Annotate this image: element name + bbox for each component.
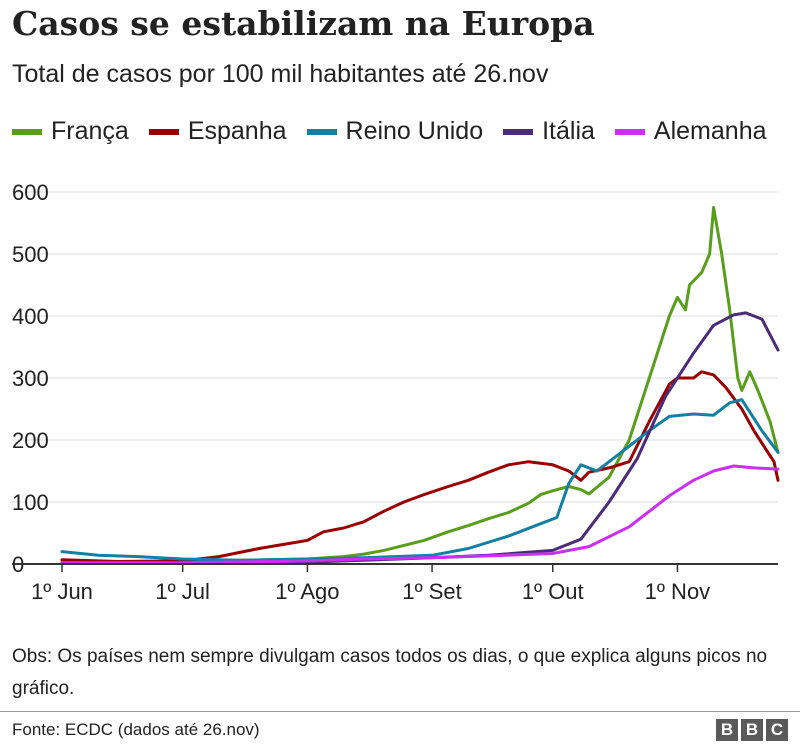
x-tick-label: 1º Ago	[275, 579, 339, 604]
chart-note: Obs: Os países nem sempre divulgam casos…	[12, 646, 768, 699]
source-line: Fonte: ECDC (dados até 26.nov)	[12, 720, 260, 739]
legend-item: Espanha	[148, 117, 287, 146]
legend-item: Reino Unido	[306, 117, 484, 146]
y-tick-label: 500	[12, 242, 49, 267]
legend-swatch	[306, 128, 337, 135]
legend-swatch	[503, 128, 534, 135]
footer-divider	[0, 711, 800, 712]
chart-title: Casos se estabilizam na Europa	[12, 4, 595, 43]
series-line	[60, 206, 780, 564]
legend-swatch	[12, 128, 42, 135]
bbc-logo: B B C	[716, 719, 788, 741]
x-tick-label: 1º Out	[522, 579, 584, 604]
chart-legend: França Espanha Reino Unido Itália Alemanha	[12, 117, 767, 146]
chart-subtitle: Total de casos por 100 mil habitantes at…	[12, 60, 549, 88]
y-tick-label: 100	[12, 490, 49, 515]
x-tick-label: 1º Set	[402, 579, 461, 604]
legend-item: Alemanha	[614, 117, 767, 146]
y-tick-label: 200	[12, 428, 49, 453]
y-tick-label: 600	[12, 180, 49, 205]
bbc-logo-letter: B	[716, 719, 738, 741]
legend-swatch	[148, 128, 179, 135]
x-tick-label: 1º Jul	[155, 579, 210, 604]
legend-label: França	[51, 117, 129, 145]
legend-item: Itália	[503, 117, 595, 146]
legend-label: Reino Unido	[345, 117, 484, 145]
series-line	[60, 311, 780, 565]
series-line	[60, 464, 780, 565]
x-tick-label: 1º Nov	[645, 579, 711, 604]
legend-item: França	[12, 117, 129, 146]
y-tick-label: 400	[12, 304, 49, 329]
legend-swatch	[614, 128, 645, 135]
bbc-logo-letter: C	[766, 719, 788, 741]
x-tick-label: 1º Jun	[31, 579, 93, 604]
y-tick-label: 300	[12, 366, 49, 391]
legend-label: Itália	[542, 117, 595, 145]
series-line	[60, 398, 780, 562]
legend-label: Alemanha	[653, 117, 767, 145]
series-line	[60, 370, 780, 563]
legend-label: Espanha	[187, 117, 287, 145]
bbc-logo-letter: B	[741, 719, 763, 741]
